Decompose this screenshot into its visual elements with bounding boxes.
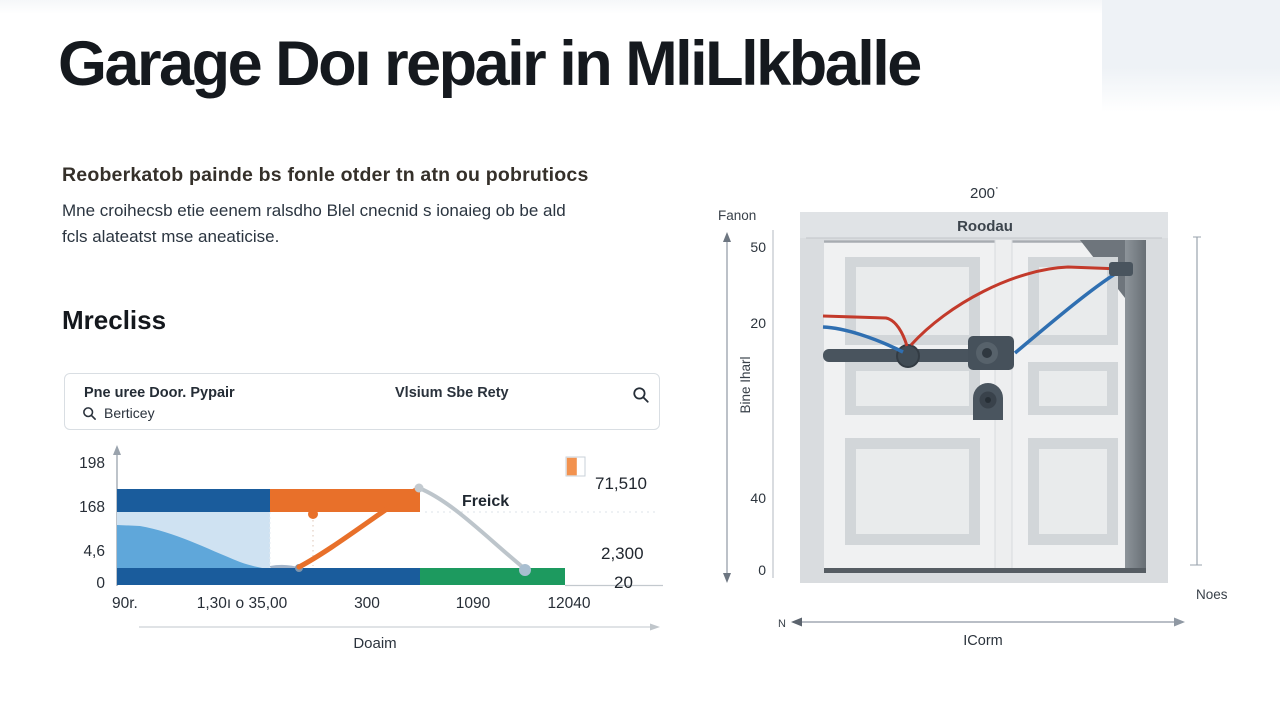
x-tick-3: 300: [354, 595, 380, 612]
intro-body: Mne croihecsb etie eenem ralsdho Blel cn…: [62, 198, 682, 250]
x-axis-title: Doaim: [353, 635, 396, 652]
x-axis-ticks: 90r. 1,30ı o 35,00 300 1090 12040: [112, 595, 591, 612]
bottom-left-mark: N: [778, 618, 786, 630]
end-dot: [519, 564, 531, 576]
red-cable-right: [909, 265, 1122, 347]
x-tick-5: 12040: [547, 595, 590, 612]
y-tick-46: 4,6: [83, 543, 105, 560]
door-bottom-seam: [824, 568, 1146, 573]
combo-chart: 198 168 4,6 0: [55, 440, 675, 675]
door-shadow-strip: [1125, 240, 1146, 572]
chart-annotation: Freick: [462, 493, 509, 510]
search-secondary-text[interactable]: Vlsium Sbe Rety: [395, 385, 509, 401]
door-diagram: 200˙ Roodau: [690, 170, 1250, 670]
arrow-right-icon: [1174, 617, 1185, 627]
right-value-1: 71,510: [595, 474, 647, 493]
arrow-left-icon: [791, 617, 802, 627]
intro-heading: Reoberkatob painde bs fonle otder tn atn…: [62, 164, 589, 186]
search-box[interactable]: Pne uree Door. Pypair Vlsium Sbe Rety Be…: [64, 373, 660, 430]
search-query-text[interactable]: Berticey: [104, 405, 155, 421]
y-tick-0: 0: [96, 575, 105, 592]
bottom-dimension-label: ICorm: [963, 633, 1002, 649]
top-band-orange: [270, 489, 420, 512]
search-primary-text[interactable]: Pne uree Door. Pypair: [84, 385, 235, 401]
top-band-blue: [117, 489, 270, 512]
x-tick-1: 90r.: [112, 595, 138, 612]
legend: [565, 456, 586, 477]
y-axis-arrow-icon: [113, 445, 121, 455]
door-header-label: Roodau: [957, 218, 1013, 235]
y-axis: 198 168 4,6 0: [79, 445, 121, 592]
tick-50: 50: [750, 239, 766, 255]
gray-fall-line: [417, 486, 527, 571]
door-frame-header: [800, 212, 1168, 238]
combo-chart-svg: 198 168 4,6 0: [79, 445, 663, 652]
bottom-band-blue: [117, 568, 420, 585]
peak-dot: [414, 483, 424, 493]
right-value-2: 2,300: [601, 544, 644, 563]
legend-swatch-orange: [566, 457, 577, 476]
y-tick-198: 198: [79, 455, 105, 472]
intro-body-line2: fcls alateatst mse aneaticise.: [62, 227, 280, 246]
rotated-axis-label: Bine Iharl: [738, 356, 753, 413]
x-tick-2: 1,30ı o 35,00: [197, 595, 288, 612]
right-value-3: 20: [614, 573, 633, 592]
x-tick-4: 1090: [456, 595, 491, 612]
search-icon[interactable]: [632, 386, 650, 404]
top-dimension-label: 200˙: [970, 185, 1000, 202]
intro-body-line1: Mne croihecsb etie eenem ralsdho Blel cn…: [62, 201, 566, 220]
lock-knob-center: [985, 397, 991, 403]
bracket-boss-center: [982, 348, 992, 358]
axis-title: Fanon: [718, 208, 756, 223]
corner-pulley: [1109, 262, 1133, 276]
arrow-up-icon: [723, 232, 731, 242]
torsion-drum: [896, 344, 920, 368]
bottom-band-green: [420, 568, 565, 585]
mid-blue-area: [117, 525, 270, 570]
search-icon[interactable]: [82, 406, 97, 421]
tick-0: 0: [758, 562, 766, 578]
door-diagram-svg: 200˙ Roodau: [718, 185, 1228, 649]
orange-rise-line: [296, 485, 422, 570]
y-tick-168: 168: [79, 499, 105, 516]
right-side-label: Noes: [1196, 587, 1228, 602]
orange-marker-dot: [308, 509, 318, 519]
red-cable-left: [822, 314, 909, 347]
center-stile: [995, 240, 1012, 572]
corner-tint: [1102, 0, 1280, 112]
page-title: Garage Doı repair in MliLlkballe: [58, 29, 922, 99]
top-gradient-band: [0, 0, 1280, 14]
section-heading: Mrecliss: [62, 305, 167, 335]
arrow-down-icon: [723, 573, 731, 583]
x-axis-arrow-icon: [650, 623, 660, 631]
blue-cable-left: [822, 325, 904, 354]
tick-40: 40: [750, 490, 766, 506]
tick-20: 20: [750, 315, 766, 331]
